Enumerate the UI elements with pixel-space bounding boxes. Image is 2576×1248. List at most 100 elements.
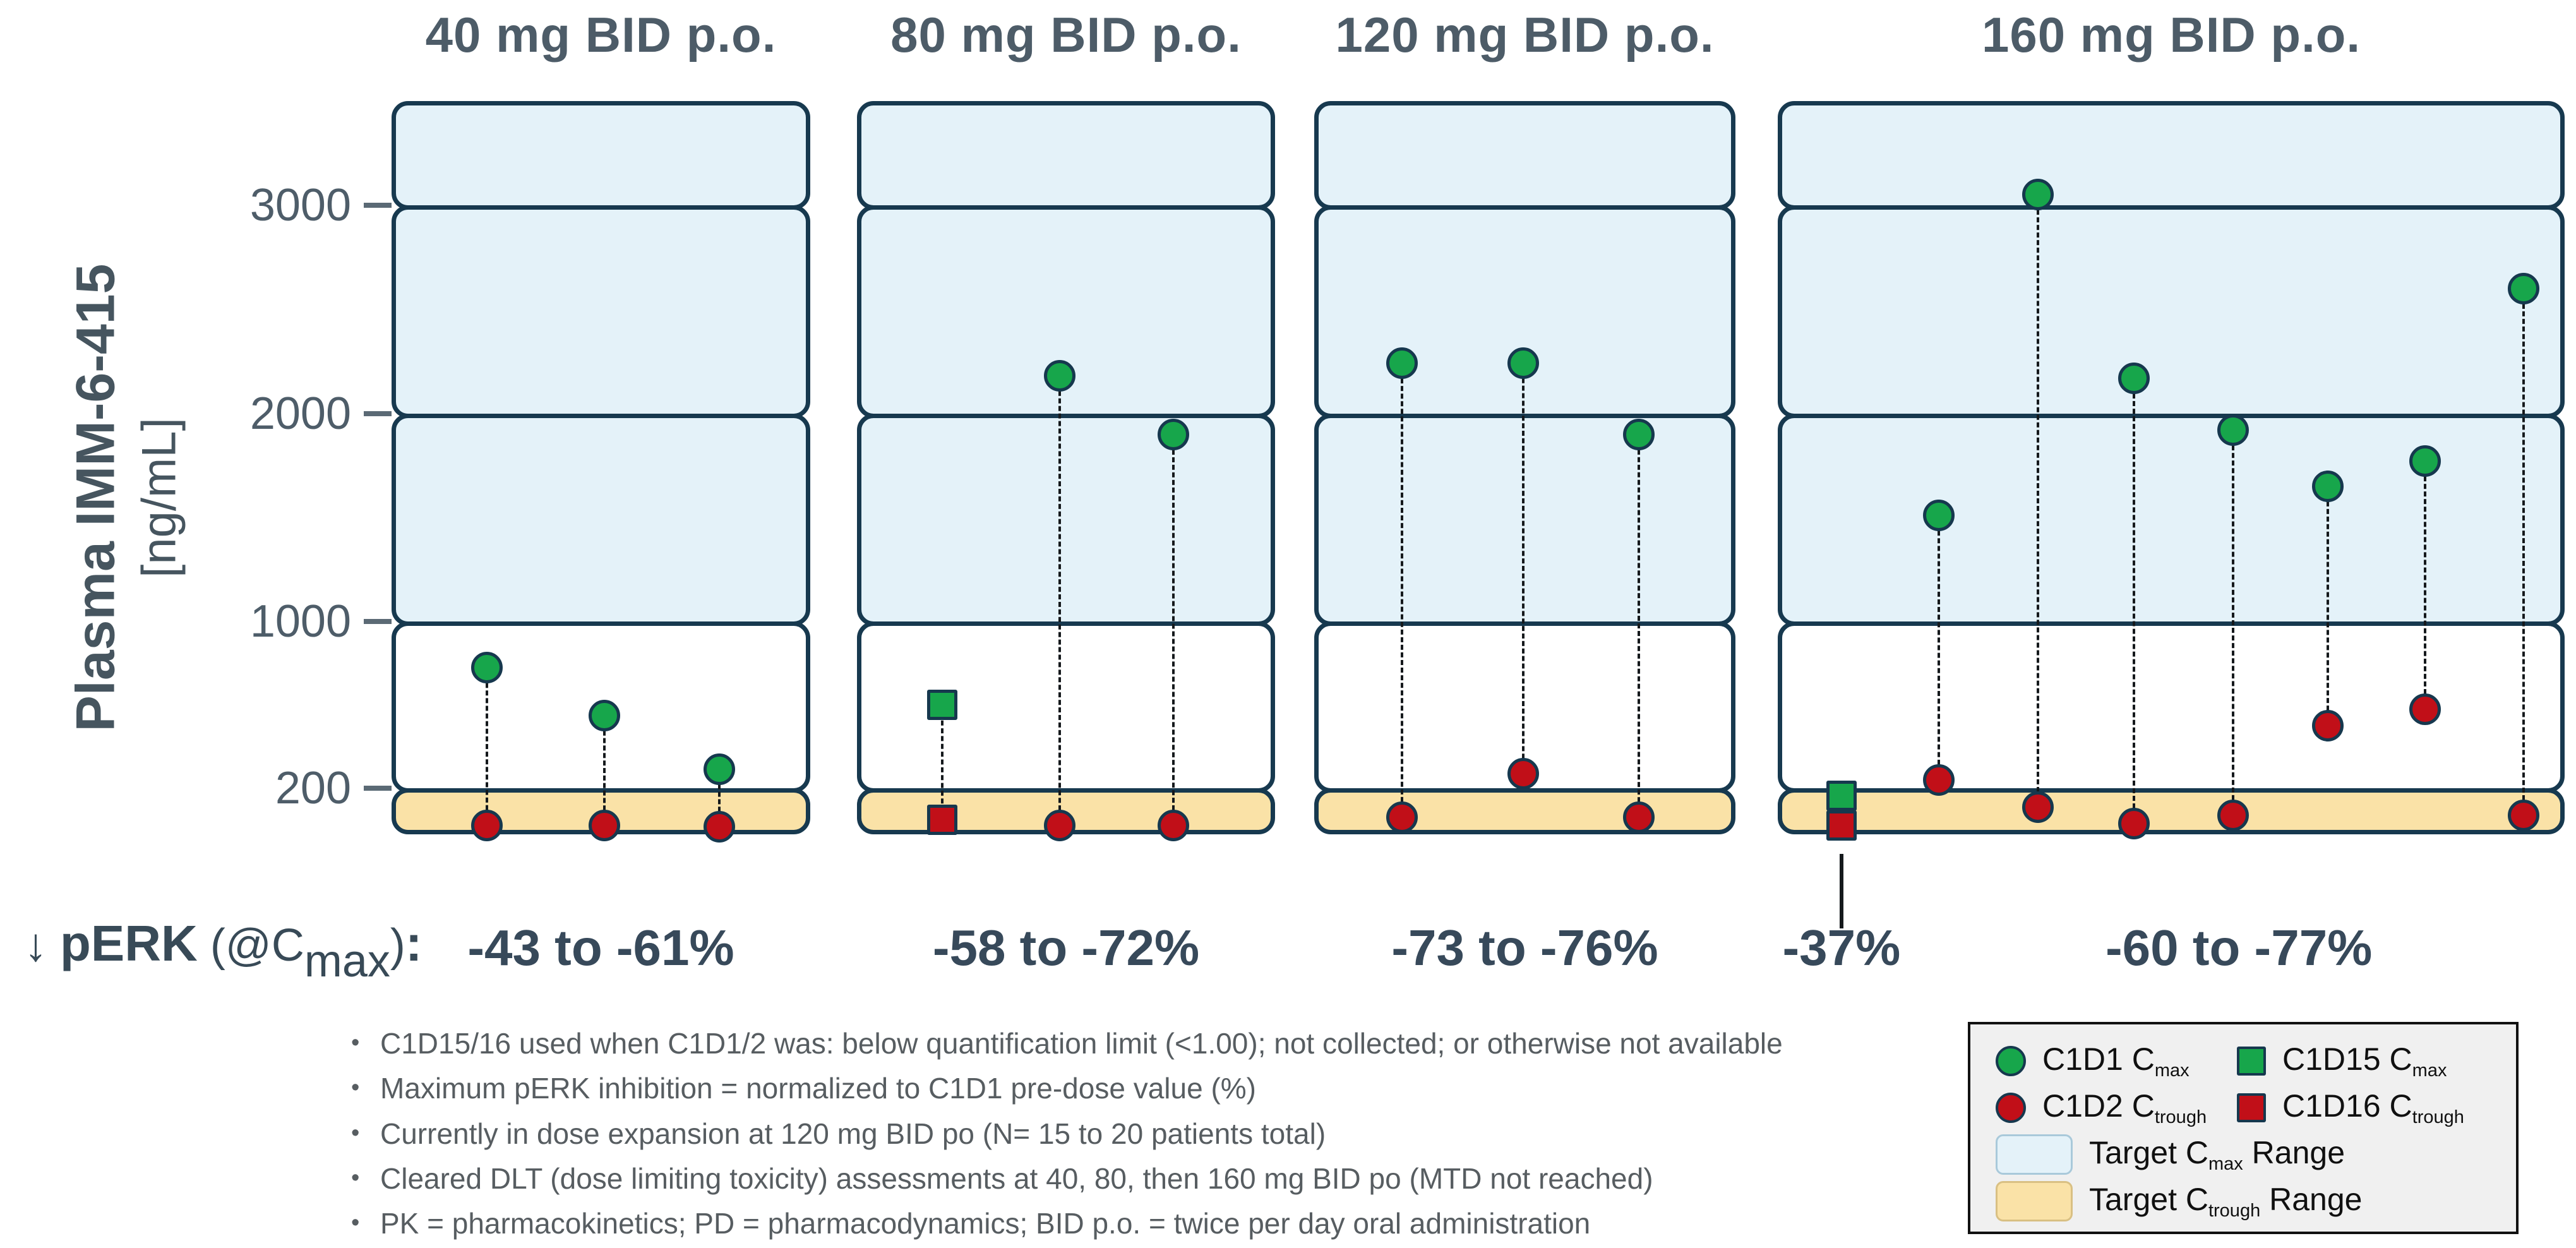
- connector-line: [2037, 195, 2040, 807]
- legend-item-label: Target Cmax Range: [2089, 1135, 2345, 1175]
- legend-square-green-icon: [2237, 1047, 2267, 1076]
- perk-annotation-line: [1839, 854, 1843, 928]
- c1d2-ctrough-marker: [2311, 710, 2344, 742]
- c1d1-cmax-marker: [471, 651, 503, 683]
- c1d1-cmax-marker: [2022, 179, 2054, 211]
- legend-item-label: C1D15 Cmax: [2282, 1041, 2447, 1081]
- c1d1-cmax-marker: [2217, 414, 2250, 446]
- perk-label-open: (@C: [210, 920, 304, 971]
- connector-line: [1400, 363, 1403, 818]
- band-blue-0-0: [392, 101, 810, 210]
- legend-item-3: C1D16 Ctrough: [2237, 1088, 2497, 1128]
- c1d2-ctrough-marker: [1507, 757, 1539, 789]
- legend-swatch-blue-icon: [1996, 1134, 2073, 1175]
- c1d2-ctrough-marker: [1923, 764, 1955, 796]
- perk-value: -58 to -72%: [932, 920, 1200, 976]
- y-tick-mark-3000: [364, 202, 392, 208]
- c1d2-ctrough-marker: [1044, 810, 1076, 842]
- y-tick-mark-1000: [364, 619, 392, 625]
- connector-line: [718, 769, 721, 827]
- c1d1-cmax-marker: [1623, 418, 1655, 450]
- band-white-1-3: [857, 621, 1275, 793]
- c1d1-cmax-marker: [1507, 347, 1539, 380]
- footnote-item: • Cleared DLT (dose limiting toxicity) as…: [351, 1163, 1949, 1194]
- connector-line: [2424, 461, 2427, 709]
- band-blue-1-0: [857, 101, 1275, 210]
- c1d15-cmax-marker: [1826, 780, 1857, 811]
- legend-circle-red-icon: [1996, 1093, 2026, 1124]
- c1d1-cmax-marker: [2508, 272, 2540, 304]
- y-axis-unit: [ng/mL]: [132, 417, 186, 578]
- c1d1-cmax-marker: [2118, 362, 2150, 394]
- band-tan-2-4: [1314, 788, 1735, 834]
- bullet-icon: •: [351, 1119, 360, 1146]
- legend-item-label: C1D2 Ctrough: [2042, 1088, 2207, 1128]
- perk-value: -60 to -77%: [2105, 920, 2373, 976]
- band-blue-3-1: [1778, 205, 2565, 418]
- c1d1-cmax-marker: [704, 753, 736, 786]
- perk-label-close: ): [390, 920, 405, 971]
- footnote-text: Cleared DLT (dose limiting toxicity) ass…: [380, 1161, 1653, 1195]
- band-blue-2-0: [1314, 101, 1735, 210]
- c1d1-cmax-marker: [1923, 500, 1955, 532]
- band-blue-1-2: [857, 413, 1275, 627]
- legend-item-4: Target Cmax Range: [1996, 1134, 2497, 1175]
- c1d2-ctrough-marker: [2217, 799, 2250, 831]
- down-arrow-icon: ↓: [24, 918, 47, 971]
- connector-line: [1172, 434, 1175, 826]
- band-blue-3-0: [1778, 101, 2565, 210]
- connector-line: [1638, 434, 1641, 818]
- band-tan-3-4: [1778, 788, 2565, 834]
- c1d2-ctrough-marker: [2118, 808, 2150, 840]
- panel-title-80-mg-BID-p.o.: 80 mg BID p.o.: [890, 7, 1242, 63]
- legend-item-label: Target Ctrough Range: [2089, 1182, 2363, 1221]
- perk-label-name: pERK: [60, 915, 198, 971]
- c1d2-ctrough-marker: [471, 810, 503, 842]
- bullet-icon: •: [351, 1029, 360, 1056]
- perk-row-label: ↓ pERK (@Cmax):: [24, 915, 422, 987]
- y-tick-label-200: 200: [275, 763, 351, 814]
- c1d2-ctrough-marker: [2022, 791, 2054, 823]
- panel-title-40-mg-BID-p.o.: 40 mg BID p.o.: [425, 7, 777, 63]
- legend-square-red-icon: [2237, 1093, 2267, 1123]
- band-blue-0-1: [392, 205, 810, 418]
- connector-line: [1938, 515, 1941, 780]
- connector-line: [1521, 363, 1525, 774]
- c1d1-cmax-marker: [1044, 360, 1076, 392]
- footnote-item: • C1D15/16 used when C1D1/2 was: below qu…: [351, 1028, 1949, 1059]
- c1d2-ctrough-marker: [2508, 799, 2540, 831]
- c1d2-ctrough-marker: [2409, 693, 2441, 725]
- c1d2-ctrough-marker: [1158, 810, 1190, 842]
- c1d2-ctrough-marker: [588, 810, 620, 842]
- legend-circle-green-icon: [1996, 1046, 2026, 1077]
- footnote-text: Currently in dose expansion at 120 mg BI…: [380, 1117, 1326, 1150]
- connector-line: [486, 667, 489, 826]
- y-tick-label-3000: 3000: [249, 179, 351, 231]
- perk-value: -37%: [1782, 920, 1901, 976]
- connector-line: [2232, 429, 2235, 815]
- band-blue-3-2: [1778, 413, 2565, 627]
- legend-item-5: Target Ctrough Range: [1996, 1181, 2497, 1222]
- y-tick-mark-200: [364, 786, 392, 791]
- c1d1-cmax-marker: [1386, 347, 1418, 380]
- c1d2-ctrough-marker: [704, 811, 736, 843]
- band-blue-0-2: [392, 413, 810, 627]
- y-axis-title: Plasma IMM-6-415: [65, 263, 126, 732]
- legend-item-1: C1D15 Cmax: [2237, 1041, 2497, 1081]
- legend: C1D1 Cmax C1D15 Cmax C1D2 Ctrough C1D16 Ctr…: [1968, 1022, 2519, 1234]
- c1d16-ctrough-marker: [927, 804, 958, 835]
- perk-label-colon: :: [405, 915, 422, 971]
- footnote-text: C1D15/16 used when C1D1/2 was: below qua…: [380, 1027, 1783, 1060]
- bullet-icon: •: [351, 1074, 360, 1101]
- c1d15-cmax-marker: [927, 690, 958, 721]
- panel-title-120-mg-BID-p.o.: 120 mg BID p.o.: [1335, 7, 1715, 63]
- legend-item-label: C1D16 Ctrough: [2282, 1088, 2464, 1128]
- legend-item-2: C1D2 Ctrough: [1996, 1088, 2237, 1128]
- footnote-text: PK = pharmacokinetics; PD = pharmacodyna…: [380, 1207, 1591, 1240]
- band-blue-2-2: [1314, 413, 1735, 627]
- c1d2-ctrough-marker: [1386, 801, 1418, 834]
- connector-line: [2133, 378, 2136, 824]
- legend-item-0: C1D1 Cmax: [1996, 1041, 2237, 1081]
- connector-line: [1058, 376, 1062, 826]
- footnote-item: • Currently in dose expansion at 120 mg B…: [351, 1117, 1949, 1150]
